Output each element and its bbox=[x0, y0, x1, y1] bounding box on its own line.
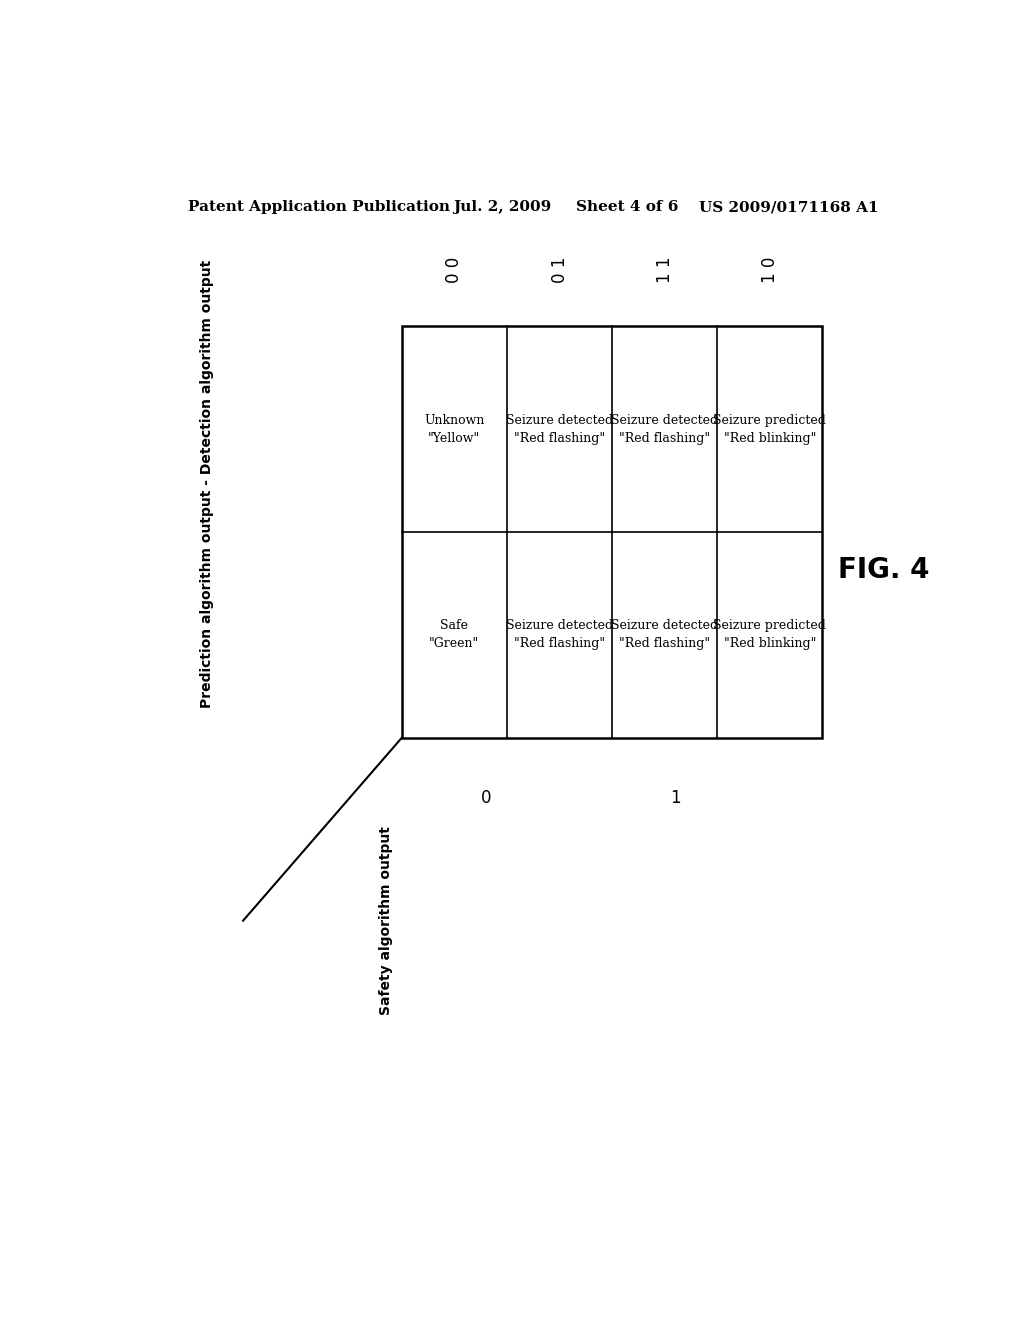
Text: 1 0: 1 0 bbox=[761, 256, 779, 282]
Text: 1 1: 1 1 bbox=[655, 256, 674, 282]
Text: Prediction algorithm output - Detection algorithm output: Prediction algorithm output - Detection … bbox=[201, 260, 214, 708]
Text: Unknown
"Yellow": Unknown "Yellow" bbox=[424, 413, 484, 445]
Text: Patent Application Publication: Patent Application Publication bbox=[187, 201, 450, 214]
Text: Jul. 2, 2009: Jul. 2, 2009 bbox=[454, 201, 552, 214]
Text: Seizure detected
"Red flashing": Seizure detected "Red flashing" bbox=[611, 619, 718, 651]
Text: 0 1: 0 1 bbox=[551, 256, 568, 282]
Text: Seizure detected
"Red flashing": Seizure detected "Red flashing" bbox=[611, 413, 718, 445]
Text: Safe
"Green": Safe "Green" bbox=[429, 619, 479, 651]
Text: US 2009/0171168 A1: US 2009/0171168 A1 bbox=[699, 201, 879, 214]
Text: Sheet 4 of 6: Sheet 4 of 6 bbox=[577, 201, 679, 214]
Text: Seizure detected
"Red flashing": Seizure detected "Red flashing" bbox=[506, 413, 613, 445]
Text: FIG. 4: FIG. 4 bbox=[839, 556, 930, 583]
Text: Seizure detected
"Red flashing": Seizure detected "Red flashing" bbox=[506, 619, 613, 651]
Text: Safety algorithm output: Safety algorithm output bbox=[379, 826, 393, 1015]
Text: Seizure predicted
"Red blinking": Seizure predicted "Red blinking" bbox=[714, 619, 826, 651]
Text: Seizure predicted
"Red blinking": Seizure predicted "Red blinking" bbox=[714, 413, 826, 445]
Text: 1: 1 bbox=[670, 788, 681, 807]
FancyBboxPatch shape bbox=[401, 326, 822, 738]
Text: 0: 0 bbox=[480, 788, 492, 807]
Text: 0 0: 0 0 bbox=[445, 256, 464, 282]
